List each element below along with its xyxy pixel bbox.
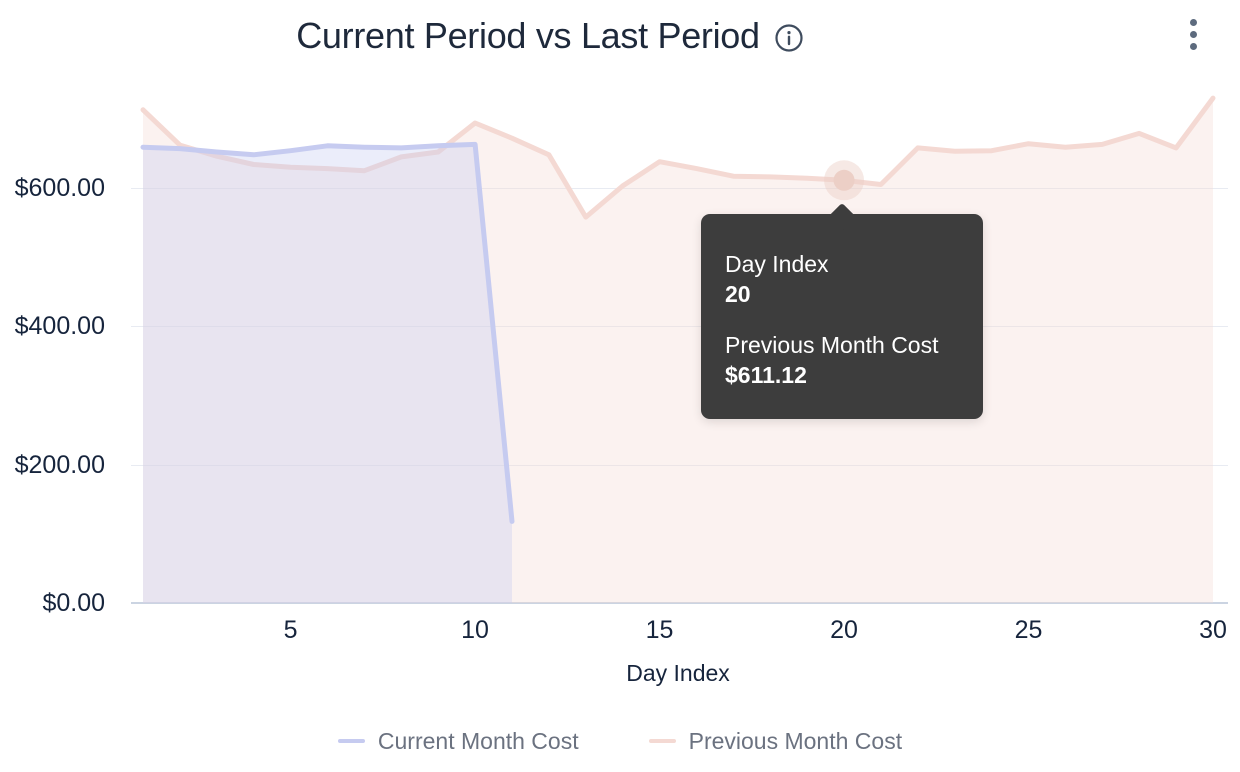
- more-options-button[interactable]: [1179, 16, 1207, 52]
- x-axis-label: 20: [830, 616, 858, 644]
- x-axis-line: [131, 602, 1228, 604]
- x-axis-label: 5: [283, 616, 298, 644]
- legend-label-current-month: Current Month Cost: [377, 727, 579, 754]
- legend: Current Month Cost Previous Month Cost: [0, 726, 1240, 756]
- x-axis-label: 30: [1199, 616, 1227, 644]
- x-axis-title: Day Index: [626, 660, 730, 686]
- y-axis-label: $600.00: [14, 174, 105, 202]
- gridline: [131, 464, 1228, 466]
- x-axis-label: 25: [1014, 616, 1043, 644]
- chart-title: Current Period vs Last Period: [296, 15, 760, 56]
- x-axis-label: 15: [645, 616, 674, 644]
- y-axis-label: $400.00: [14, 312, 105, 341]
- x-axis-label: 10: [461, 616, 489, 644]
- gridline: [131, 326, 1228, 328]
- hover-point[interactable]: [833, 169, 855, 191]
- plot-area[interactable]: [140, 85, 1228, 603]
- info-icon[interactable]: [774, 23, 804, 53]
- line-current-month-cost: [140, 141, 515, 524]
- tooltip-x-label: Day Index: [725, 251, 829, 277]
- legend-swatch-previous-month-icon: [648, 739, 676, 743]
- tooltip: Day Index 20 Previous Month Cost $611.12: [701, 202, 983, 419]
- y-axis-label: $0.00: [42, 589, 105, 617]
- tooltip-series-value: $611.12: [725, 362, 807, 388]
- area-current-month-cost: [143, 144, 512, 603]
- gridline: [131, 188, 1228, 189]
- legend-swatch-current-month-icon: [337, 739, 365, 743]
- legend-item-current-month[interactable]: Current Month Cost: [337, 727, 579, 755]
- legend-item-previous-month[interactable]: Previous Month Cost: [648, 727, 903, 755]
- tooltip-series-label: Previous Month Cost: [725, 332, 939, 358]
- tooltip-x-value: 20: [725, 281, 751, 307]
- y-axis-label: $200.00: [14, 450, 105, 479]
- line-previous-month-cost: [140, 95, 1216, 220]
- legend-label-previous-month: Previous Month Cost: [688, 727, 903, 754]
- chart-header: Current Period vs Last Period: [0, 14, 1100, 58]
